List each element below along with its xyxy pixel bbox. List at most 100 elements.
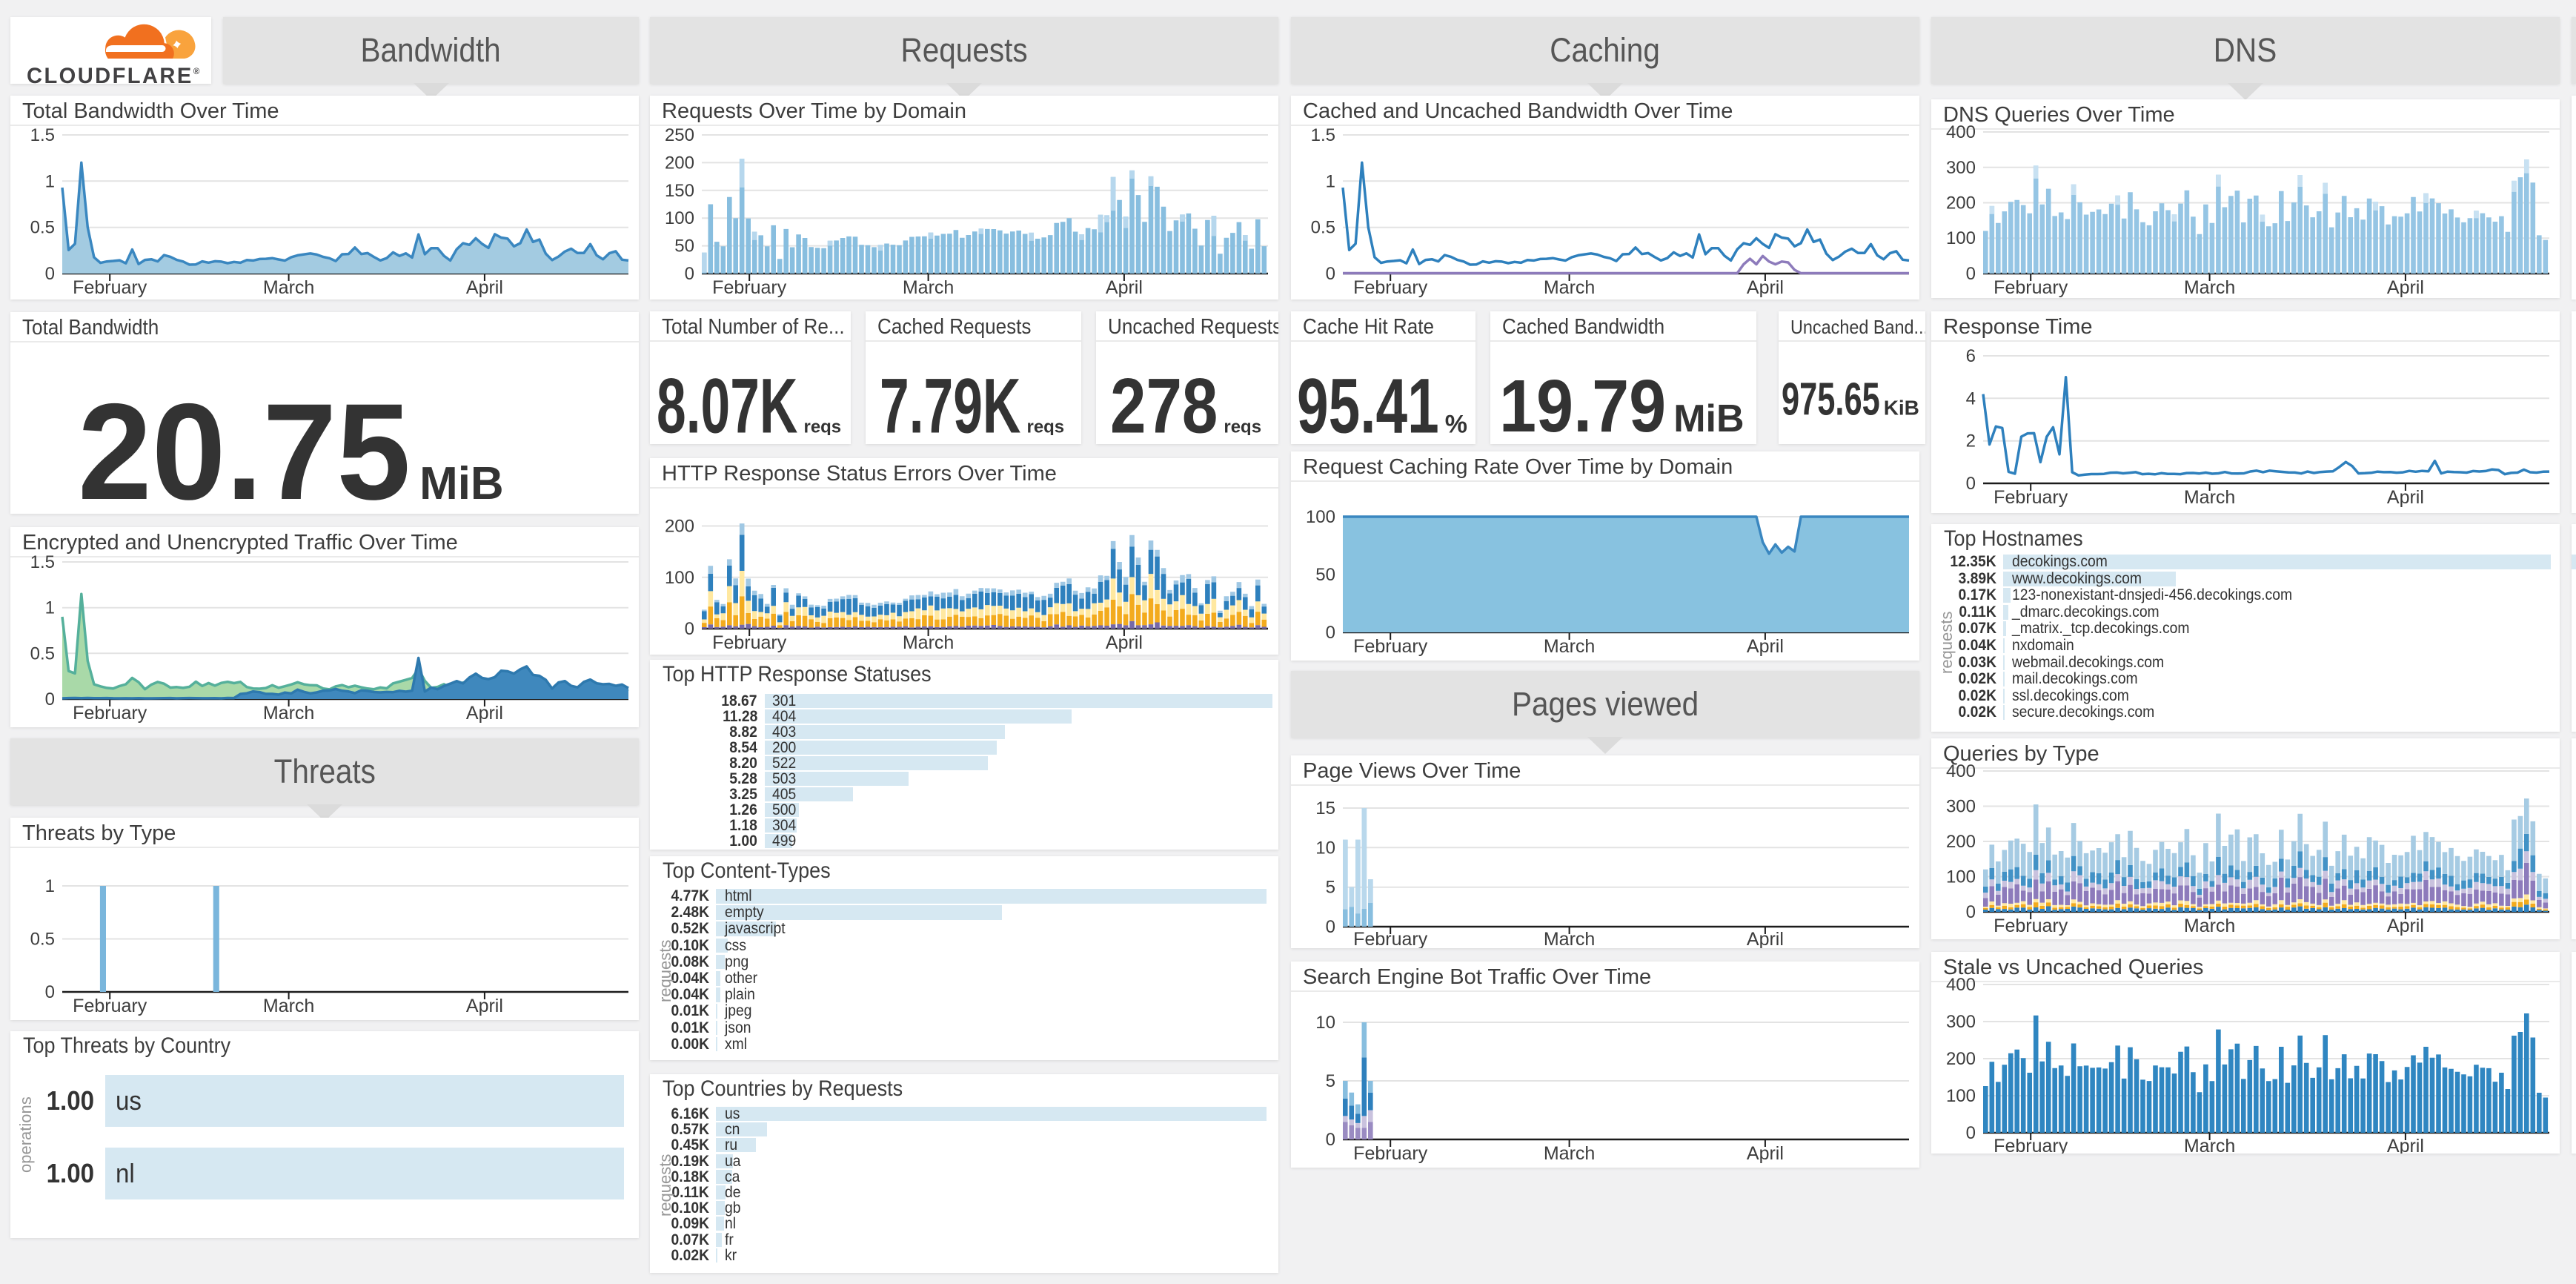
svg-text:March: March [2184, 277, 2235, 298]
svg-text:6: 6 [1966, 346, 1976, 366]
svg-text:50: 50 [674, 236, 694, 257]
svg-text:19.79: 19.79 [1499, 376, 1666, 434]
svg-text:0.5: 0.5 [1311, 218, 1335, 238]
svg-text:April: April [2387, 487, 2424, 508]
svg-text:April: April [2387, 277, 2424, 298]
svg-text:0: 0 [1966, 264, 1976, 284]
svg-text:February: February [73, 703, 147, 724]
svg-text:reqs: reqs [1224, 417, 1261, 435]
svg-text:February: February [712, 277, 787, 298]
svg-text:April: April [466, 996, 503, 1016]
svg-text:February: February [1994, 277, 2068, 298]
svg-text:reqs: reqs [803, 417, 841, 435]
svg-text:February: February [73, 996, 147, 1016]
svg-text:10: 10 [1315, 838, 1335, 858]
svg-text:200: 200 [1946, 832, 1976, 852]
svg-text:0: 0 [1966, 474, 1976, 494]
svg-text:200: 200 [1946, 193, 1976, 214]
svg-text:0: 0 [45, 982, 55, 1002]
svg-text:March: March [1544, 636, 1595, 657]
svg-text:20.75: 20.75 [78, 397, 411, 502]
svg-text:April: April [1747, 636, 1784, 657]
svg-text:1.5: 1.5 [30, 552, 55, 572]
svg-text:February: February [1353, 277, 1428, 298]
svg-text:0.5: 0.5 [30, 218, 55, 238]
svg-text:5: 5 [1326, 878, 1335, 898]
svg-text:10: 10 [1315, 1013, 1335, 1033]
svg-text:300: 300 [1946, 797, 1976, 817]
svg-text:5: 5 [1326, 1071, 1335, 1091]
svg-text:50: 50 [1315, 565, 1335, 585]
svg-text:1.5: 1.5 [30, 125, 55, 145]
svg-text:March: March [2184, 1136, 2235, 1154]
svg-text:February: February [1353, 636, 1428, 657]
svg-text:February: February [1994, 916, 2068, 936]
svg-text:0: 0 [1326, 1130, 1335, 1150]
svg-text:8.07K: 8.07K [657, 374, 797, 436]
svg-text:278: 278 [1110, 374, 1218, 436]
svg-text:0: 0 [685, 619, 694, 639]
svg-text:KiB: KiB [1884, 397, 1919, 418]
svg-text:reqs: reqs [1026, 417, 1064, 435]
svg-text:April: April [1106, 277, 1143, 298]
svg-text:0: 0 [1326, 264, 1335, 284]
svg-text:300: 300 [1946, 158, 1976, 178]
svg-text:0: 0 [1966, 902, 1976, 922]
svg-text:0.5: 0.5 [30, 643, 55, 663]
svg-text:April: April [466, 277, 503, 298]
svg-text:March: March [903, 277, 954, 298]
svg-text:April: April [1747, 277, 1784, 298]
svg-text:1: 1 [45, 171, 55, 191]
svg-text:April: April [2387, 1136, 2424, 1154]
svg-text:February: February [1994, 1136, 2068, 1154]
svg-text:February: February [73, 277, 147, 298]
svg-text:200: 200 [665, 517, 694, 537]
svg-text:975.65: 975.65 [1782, 380, 1880, 417]
svg-text:March: March [2184, 916, 2235, 936]
svg-text:1.5: 1.5 [1311, 125, 1335, 145]
svg-text:March: March [1544, 929, 1595, 948]
svg-text:400: 400 [1946, 122, 1976, 142]
svg-text:2: 2 [1966, 431, 1976, 451]
svg-text:February: February [1353, 929, 1428, 948]
svg-text:1: 1 [1326, 171, 1335, 191]
svg-text:1: 1 [45, 598, 55, 618]
svg-text:April: April [1106, 632, 1143, 653]
svg-text:250: 250 [665, 125, 694, 145]
svg-text:4: 4 [1966, 388, 1976, 408]
svg-text:MiB: MiB [1673, 397, 1744, 434]
svg-text:100: 100 [1306, 507, 1335, 527]
svg-text:200: 200 [1946, 1049, 1976, 1069]
svg-text:March: March [263, 996, 314, 1016]
svg-text:March: March [263, 703, 314, 724]
svg-text:March: March [1544, 277, 1595, 298]
svg-text:100: 100 [1946, 228, 1976, 248]
svg-text:February: February [712, 632, 787, 653]
svg-text:April: April [1747, 1143, 1784, 1164]
svg-text:100: 100 [1946, 1086, 1976, 1106]
svg-text:April: April [1747, 929, 1784, 948]
svg-text:1: 1 [45, 876, 55, 896]
svg-text:150: 150 [665, 181, 694, 201]
svg-text:300: 300 [1946, 1012, 1976, 1032]
svg-text:0: 0 [1326, 917, 1335, 937]
svg-text:400: 400 [1946, 975, 1976, 995]
svg-text:March: March [2184, 487, 2235, 508]
svg-text:February: February [1353, 1143, 1428, 1164]
svg-text:March: March [1544, 1143, 1595, 1164]
svg-text:7.79K: 7.79K [880, 374, 1020, 436]
svg-text:0: 0 [1966, 1123, 1976, 1143]
svg-text:February: February [1994, 487, 2068, 508]
svg-text:400: 400 [1946, 761, 1976, 781]
svg-text:15: 15 [1315, 798, 1335, 818]
svg-text:0: 0 [45, 264, 55, 284]
svg-text:March: March [903, 632, 954, 653]
svg-text:100: 100 [1946, 867, 1976, 887]
svg-text:0.5: 0.5 [30, 930, 55, 950]
svg-text:0: 0 [1326, 623, 1335, 643]
svg-text:0: 0 [685, 264, 694, 284]
svg-text:100: 100 [665, 208, 694, 228]
svg-text:100: 100 [665, 568, 694, 588]
svg-text:95.41: 95.41 [1297, 374, 1439, 436]
svg-text:March: March [263, 277, 314, 298]
